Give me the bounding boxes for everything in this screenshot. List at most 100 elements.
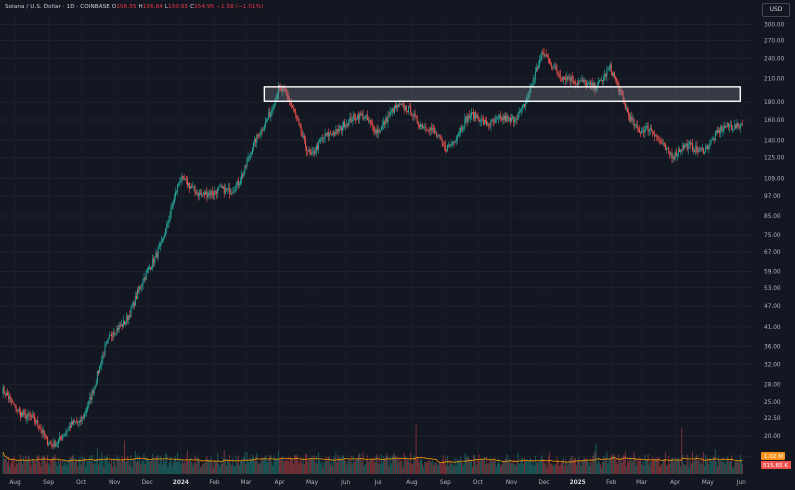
volume-bar [297, 459, 299, 474]
candle-body [452, 141, 454, 144]
candle-body [738, 125, 740, 129]
volume-bar [646, 458, 648, 474]
candle-body [618, 83, 620, 92]
candle-body [683, 145, 685, 148]
candle-body [388, 115, 390, 117]
candle-body [262, 129, 264, 131]
candle-body [640, 132, 642, 134]
volume-bar [335, 452, 337, 474]
candle-body [298, 120, 300, 125]
candle-body [548, 58, 550, 64]
currency-button[interactable]: USD [762, 3, 790, 17]
volume-bar [650, 462, 652, 474]
candle-body [556, 69, 558, 73]
candle-body [727, 122, 729, 127]
volume-bar [493, 457, 495, 474]
volume-bar [233, 465, 235, 474]
x-tick-label: 2024 [173, 480, 189, 486]
candle-body [348, 119, 350, 126]
volume-bar [47, 455, 49, 474]
candle-body [263, 126, 265, 130]
candle-body [108, 335, 110, 339]
volume-bar [577, 460, 579, 474]
candle-body [282, 88, 284, 91]
volume-bar [513, 460, 515, 474]
volume-bar [477, 459, 479, 474]
y-tick-label: 240.00 [764, 56, 785, 62]
volume-bar [236, 463, 238, 474]
volume-bar [429, 461, 431, 474]
candle-body [597, 81, 599, 87]
volume-bar [655, 458, 657, 474]
candle-body [650, 128, 652, 131]
candle-body [515, 119, 517, 120]
candle-body [353, 114, 355, 116]
candle-body [565, 77, 567, 81]
time-axis[interactable]: Aug Sep Oct Nov Dec 2024 Feb Mar Apr May Jun Jul Aug… [9, 480, 746, 486]
candle-body [100, 366, 102, 367]
candle-body [285, 91, 287, 94]
candle-body [444, 145, 446, 151]
volume-bar [338, 456, 340, 474]
candle-body [74, 420, 76, 423]
candle-body [567, 76, 569, 79]
volume-bar [312, 458, 314, 474]
x-tick-label: Sep [440, 480, 451, 486]
candle-body [340, 126, 342, 131]
volume-bar [573, 457, 575, 474]
volume-bar [344, 458, 346, 474]
volume-bar [492, 460, 494, 474]
candle-body [91, 390, 93, 400]
volume-bar [204, 462, 206, 474]
candle-body [448, 145, 450, 146]
volume-bar [262, 458, 264, 474]
x-tick-label: Dec [142, 480, 153, 486]
volume-bar [716, 466, 718, 474]
x-tick-label: Dec [538, 480, 549, 486]
candle-body [256, 134, 258, 143]
candle-body [593, 82, 595, 89]
candle-body [488, 124, 490, 126]
volume-bar [43, 455, 45, 474]
volume-bar [148, 461, 150, 474]
candle-body [396, 104, 398, 108]
candle-body [569, 78, 571, 82]
volume-bar [82, 459, 84, 474]
volume-bar [305, 454, 307, 474]
candle-body [148, 267, 150, 269]
volume-bar [623, 455, 625, 474]
volume-bar [648, 465, 650, 474]
volume-bar [404, 456, 406, 474]
candle-body [122, 320, 124, 327]
candle-body [102, 355, 104, 360]
resistance-zone[interactable] [263, 86, 741, 102]
candle-body [512, 117, 514, 119]
volume-bar [616, 461, 618, 474]
volume-bar [302, 458, 304, 474]
candle-body [210, 191, 212, 196]
candle-body [401, 103, 403, 105]
candle-body [290, 102, 292, 106]
candle-body [619, 89, 621, 92]
candle-body [611, 71, 613, 76]
volume-bar [432, 465, 434, 474]
price-axis[interactable]: 300.00 270.00 240.00 210.00 180.00 160.00 140.… [764, 23, 785, 461]
volume-bar [147, 459, 149, 474]
candle-body [546, 55, 548, 57]
candle-body [242, 175, 244, 177]
candle-body [366, 115, 368, 120]
candle-body [68, 425, 70, 428]
candle-body [733, 129, 735, 131]
volume-bar [398, 462, 400, 474]
volume-bar [17, 459, 19, 474]
candle-body [38, 425, 40, 429]
volume-bar [138, 461, 140, 474]
volume-bar [212, 467, 214, 474]
candle-body [155, 253, 157, 257]
candle-body [11, 398, 13, 403]
candle-body [728, 126, 730, 127]
volume-bar [516, 460, 518, 474]
candle-body [322, 138, 324, 139]
